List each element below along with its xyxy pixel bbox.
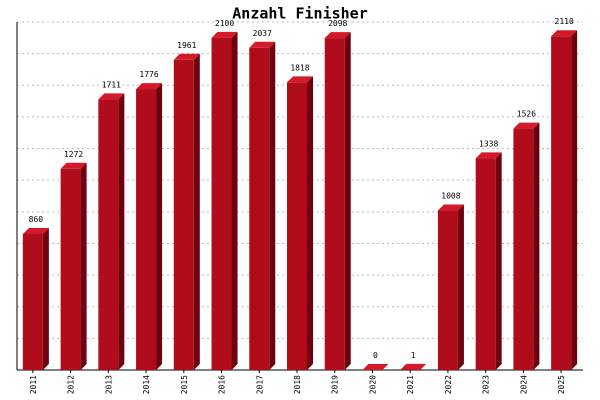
x-tick-label: 2014 xyxy=(142,375,151,394)
bar-top xyxy=(60,162,87,169)
bar-side xyxy=(420,363,427,370)
bar xyxy=(22,233,43,370)
x-tick-label: 2017 xyxy=(255,375,264,394)
bar xyxy=(98,99,119,371)
bar-side xyxy=(533,122,540,370)
bar-side xyxy=(457,204,464,370)
bar xyxy=(324,38,345,370)
bar-top xyxy=(98,93,125,100)
x-tick-label: 2024 xyxy=(519,375,528,394)
value-label: 1776 xyxy=(139,70,158,79)
bar-top xyxy=(22,227,49,234)
bar-top xyxy=(249,41,276,48)
bar xyxy=(513,128,534,370)
bar-top xyxy=(211,31,238,38)
value-label: 1338 xyxy=(479,139,498,148)
bar xyxy=(287,82,307,371)
x-tick-label: 2020 xyxy=(368,375,377,394)
x-tick-label: 2016 xyxy=(218,375,227,394)
value-label: 1272 xyxy=(64,150,83,159)
bar-top xyxy=(513,122,540,129)
bar xyxy=(249,47,270,371)
x-tick-label: 2012 xyxy=(67,375,76,394)
x-tick-label: 2013 xyxy=(104,375,113,394)
bar-side xyxy=(571,30,578,371)
x-tick-label: 2021 xyxy=(406,375,415,394)
value-label: 0 xyxy=(373,351,378,360)
value-label: 2037 xyxy=(253,29,272,38)
bar xyxy=(551,36,572,371)
value-label: 1 xyxy=(411,351,416,360)
bar-top xyxy=(287,76,313,83)
bar xyxy=(437,210,458,370)
value-label: 1961 xyxy=(177,41,196,50)
bar-top xyxy=(437,204,464,211)
value-label: 1526 xyxy=(517,110,536,119)
bar-side xyxy=(307,76,313,371)
bar-side xyxy=(80,162,87,370)
x-tick-label: 2015 xyxy=(180,375,189,394)
bar-top xyxy=(475,152,502,159)
bar-side xyxy=(156,83,163,370)
x-tick-label: 2018 xyxy=(293,375,302,394)
value-label: 2098 xyxy=(328,19,347,28)
bar-side xyxy=(344,32,351,370)
x-tick-label: 2023 xyxy=(482,375,491,394)
x-tick-label: 2019 xyxy=(331,375,340,394)
bar-top xyxy=(400,363,427,370)
value-label: 1818 xyxy=(290,63,309,72)
bar-top xyxy=(362,364,389,370)
value-label: 1711 xyxy=(102,80,121,89)
bar xyxy=(136,89,157,370)
value-label: 1008 xyxy=(441,192,460,201)
x-tick-label: 2011 xyxy=(29,375,38,394)
x-tick-label: 2022 xyxy=(444,375,453,394)
bar-side xyxy=(231,31,238,371)
bar xyxy=(60,168,81,370)
bar-top xyxy=(324,32,351,39)
x-tick-label: 2025 xyxy=(557,375,566,394)
chart-title: Anzahl Finisher xyxy=(232,5,367,23)
bar-side xyxy=(193,53,200,371)
bar-side xyxy=(269,41,276,371)
bar-top xyxy=(173,53,200,60)
bar xyxy=(173,59,194,371)
bar-side xyxy=(42,227,49,370)
value-label: 860 xyxy=(29,215,44,224)
bar-top xyxy=(136,83,163,90)
bar xyxy=(211,37,232,371)
bar xyxy=(475,158,496,370)
bar-top xyxy=(551,30,578,37)
value-label: 2110 xyxy=(555,17,574,26)
bar-side xyxy=(118,93,125,371)
value-label: 2100 xyxy=(215,19,234,28)
bar-side xyxy=(495,152,502,370)
